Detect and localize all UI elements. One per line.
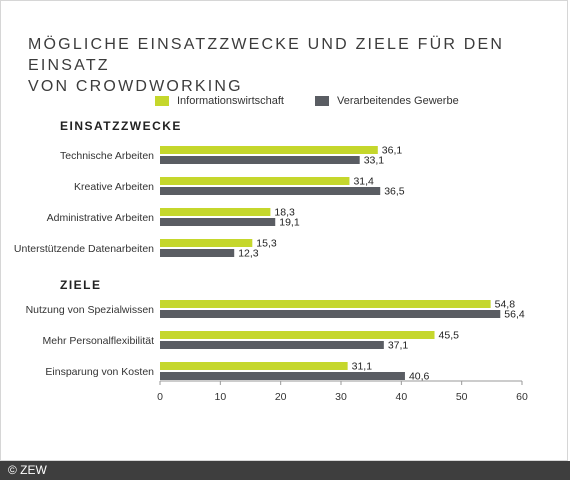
category-label: Technische Arbeiten [60, 150, 154, 162]
bar-series1 [160, 146, 378, 154]
legend-swatch-series2 [315, 96, 329, 106]
category-label: Kreative Arbeiten [74, 181, 154, 193]
data-label: 31,4 [353, 176, 374, 188]
category-label: Mehr Personalflexibilität [43, 335, 155, 347]
data-label: 19,1 [279, 217, 300, 229]
legend-item-series2: Verarbeitendes Gewerbe [315, 95, 459, 107]
bar-series2 [160, 218, 276, 226]
legend-item-series1: Informationswirtschaft [155, 95, 284, 107]
chart-title: MÖGLICHE EINSATZZWECKE UND ZIELE FÜR DEN… [28, 34, 548, 97]
chart-frame [0, 0, 568, 461]
bar-series2 [160, 372, 405, 380]
data-label: 31,1 [352, 361, 373, 373]
bar-series1 [160, 331, 435, 339]
data-label: 18,3 [274, 207, 295, 219]
bar-series1 [160, 177, 350, 185]
bar-series1 [160, 239, 253, 247]
bar-series1 [160, 300, 491, 308]
x-tick-label: 0 [157, 391, 163, 403]
bar-series2 [160, 187, 381, 195]
data-label: 40,6 [409, 371, 430, 383]
section-title-ziele: ZIELE [60, 278, 102, 292]
x-tick-label: 10 [214, 391, 226, 403]
bar-series2 [160, 341, 384, 349]
bar-series2 [160, 156, 360, 164]
x-tick-label: 40 [395, 391, 407, 403]
bar-series2 [160, 249, 235, 257]
bar-series1 [160, 208, 271, 216]
data-label: 45,5 [439, 330, 460, 342]
legend-label-series1: Informationswirtschaft [177, 95, 284, 107]
copyright-footer: © ZEW [0, 461, 570, 480]
data-label: 54,8 [495, 299, 516, 311]
data-label: 33,1 [364, 155, 385, 167]
data-label: 15,3 [256, 238, 277, 250]
chart-title-line-2: VON CROWDWORKING [28, 78, 243, 95]
category-label: Nutzung von Spezialwissen [26, 304, 155, 316]
legend-label-series2: Verarbeitendes Gewerbe [337, 95, 459, 107]
category-label: Administrative Arbeiten [47, 212, 155, 224]
data-label: 36,1 [382, 145, 403, 157]
x-tick-label: 60 [516, 391, 528, 403]
chart-title-line-1: MÖGLICHE EINSATZZWECKE UND ZIELE FÜR DEN… [28, 36, 505, 74]
x-tick-label: 50 [456, 391, 468, 403]
bar-chart: Technische Arbeiten 36,133,1 Kreative Arbe… [14, 145, 528, 404]
data-label: 36,5 [384, 186, 405, 198]
legend-swatch-series1 [155, 96, 169, 106]
data-label: 12,3 [238, 248, 259, 260]
category-label: Einsparung von Kosten [45, 366, 154, 378]
section-title-einsatzzwecke: EINSATZZWECKE [60, 119, 182, 133]
x-tick-label: 20 [275, 391, 287, 403]
data-label: 37,1 [388, 340, 409, 352]
x-tick-label: 30 [335, 391, 347, 403]
bar-series2 [160, 310, 501, 318]
data-label: 56,4 [504, 309, 525, 321]
category-label: Unterstützende Datenarbeiten [14, 243, 154, 255]
bar-series1 [160, 362, 348, 370]
